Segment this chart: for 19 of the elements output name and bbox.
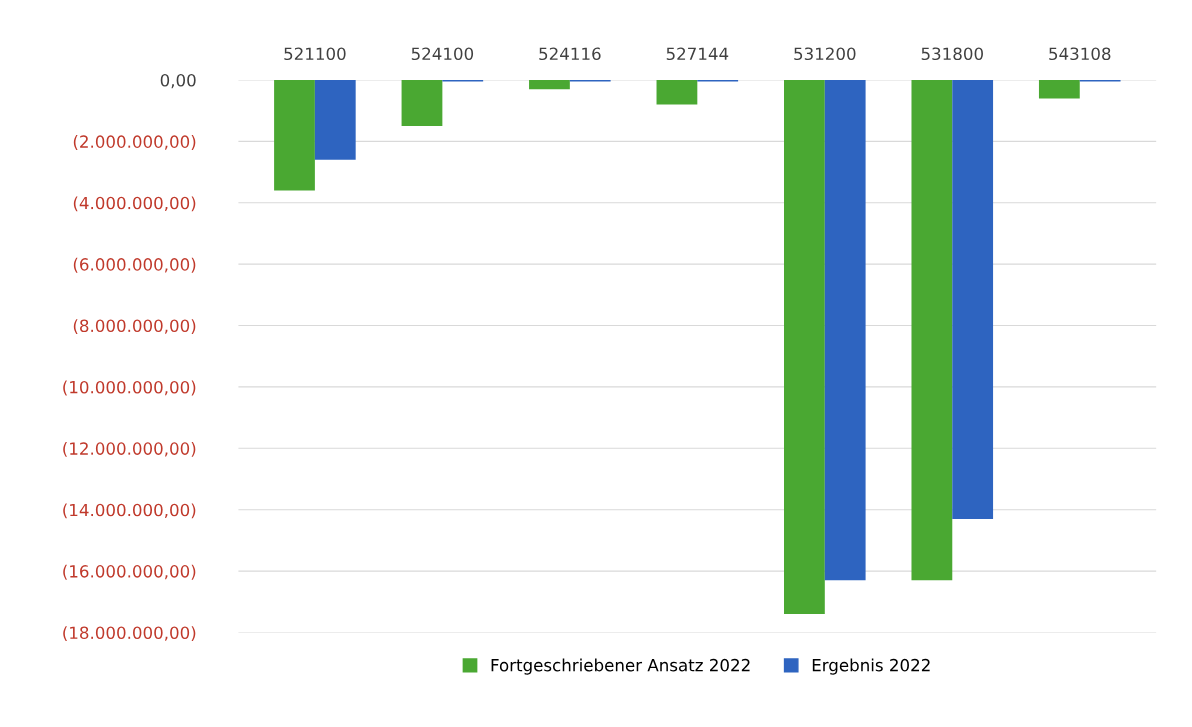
y-tick-label: (12.000.000,00) — [63, 442, 196, 457]
x-tick-label: 531200 — [794, 47, 856, 61]
x-tick-label: 521100 — [284, 47, 346, 61]
y-tick-label: (4.000.000,00) — [73, 196, 196, 212]
legend-label: Ergebnis 2022 — [812, 658, 930, 675]
y-tick-label: (10.000.000,00) — [63, 380, 196, 396]
y-tick-label: (6.000.000,00) — [73, 257, 196, 273]
y-tick-label: (16.000.000,00) — [63, 564, 196, 580]
y-tick-label: (18.000.000,00) — [63, 626, 196, 642]
x-tick-label: 524116 — [539, 47, 601, 61]
x-tick-label: 543108 — [1049, 47, 1111, 61]
y-tick-label: 0,00 — [160, 73, 196, 89]
y-tick-label: (14.000.000,00) — [63, 503, 196, 519]
y-tick-label: (2.000.000,00) — [73, 135, 196, 150]
y-tick-label: (8.000.000,00) — [73, 319, 196, 335]
legend-label: Fortgeschriebener Ansatz 2022 — [491, 658, 750, 675]
x-tick-label: 524100 — [411, 47, 474, 61]
x-tick-label: 531800 — [921, 47, 983, 61]
x-tick-label: 527144 — [666, 47, 729, 61]
